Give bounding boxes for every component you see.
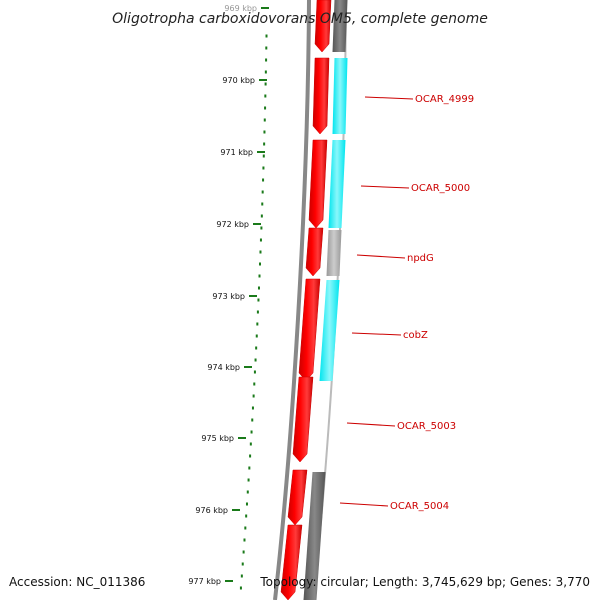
ruler-minor-tick (261, 202, 264, 206)
gene-arrow (298, 278, 321, 382)
ruler-minor-tick (256, 322, 259, 326)
partner-block (332, 58, 348, 134)
partner-block (326, 230, 342, 276)
partner-block (303, 472, 326, 600)
gene-label[interactable]: OCAR_4999 (415, 94, 474, 105)
partner-blocks (303, 0, 348, 600)
gene-arrow (280, 524, 303, 600)
gene-arrow (305, 227, 324, 277)
ruler-tick-label: 977 kbp (188, 577, 221, 586)
ruler-minor-tick (239, 586, 242, 590)
ruler-minor-tick (250, 430, 253, 434)
gene-arrow (292, 376, 314, 463)
gene-arrows (280, 0, 332, 600)
gene-label[interactable]: OCAR_5003 (397, 421, 456, 432)
ruler-minor-tick (263, 118, 266, 122)
ruler-tick-label: 970 kbp (222, 76, 255, 85)
ruler-tick-label: 972 kbp (216, 220, 249, 229)
gene-leader-line (360, 185, 410, 189)
ruler-minor-tick (245, 502, 248, 506)
ruler-minor-tick (251, 406, 254, 410)
gene-labels: OCAR_4999 OCAR_5000 npdG cobZ OCAR_5003 OCAR_… (339, 94, 474, 512)
ruler-minor-tick (251, 418, 254, 422)
ruler-minor-tick (264, 82, 267, 86)
ruler-minor-tick (257, 286, 260, 290)
ruler-minor-tick (262, 154, 265, 158)
ruler-minor-tick (248, 466, 251, 470)
ruler-minor-tick (264, 106, 267, 110)
ruler-minor-tick (262, 166, 265, 170)
partner-block (319, 280, 340, 381)
ruler-minor-tick (260, 226, 263, 230)
ruler-minor-tick (243, 538, 246, 542)
ruler-minor-tick (261, 190, 264, 194)
ruler-tick-label: 974 kbp (207, 363, 240, 372)
gene-label[interactable]: OCAR_5004 (390, 501, 449, 512)
ruler-minor-tick (265, 46, 268, 50)
gene-leader-line (364, 96, 414, 100)
ruler-minor-tick (245, 514, 248, 518)
gene-leader-line (351, 332, 402, 336)
partner-block (328, 140, 346, 228)
gene-leader-line (346, 422, 396, 427)
ruler-minor-tick (264, 70, 267, 74)
ruler-tick-label: 971 kbp (220, 148, 253, 157)
ruler-minor-tick (240, 574, 243, 578)
gene-arrow (287, 469, 308, 526)
ruler-minor-tick (256, 310, 259, 314)
gene-leader-line (339, 502, 389, 507)
ruler-minor-tick (249, 442, 252, 446)
ruler-tick-label: 975 kbp (201, 434, 234, 443)
ruler-minor-tick (252, 394, 255, 398)
ruler-minor-tick (258, 274, 261, 278)
ruler-minor-tick (253, 370, 256, 374)
genome-backbone-outer (273, 0, 311, 600)
gene-label[interactable]: OCAR_5000 (411, 183, 470, 194)
ruler-tick-label: 973 kbp (212, 292, 245, 301)
partner-block (332, 0, 348, 52)
gene-label[interactable]: npdG (407, 253, 434, 264)
ruler-minor-tick (259, 238, 262, 242)
ruler-minor-tick (249, 454, 252, 458)
genome-summary-text: Topology: circular; Length: 3,745,629 bp… (259, 575, 590, 589)
ruler: 969 kbp 970 kbp 971 kbp 972 kbp 973 kbp 974 k… (188, 4, 269, 586)
ruler-minor-tick (265, 34, 268, 38)
ruler-minor-tick (262, 178, 265, 182)
gene-leader-line (356, 254, 406, 259)
ruler-minor-tick (255, 346, 258, 350)
ruler-minor-tick (247, 478, 250, 482)
ruler-minor-tick (259, 250, 262, 254)
ruler-minor-tick (246, 490, 249, 494)
ruler-tick-label: 969 kbp (224, 4, 257, 13)
gene-arrow (308, 139, 328, 229)
ruler-minor-tick (244, 526, 247, 530)
ruler-minor-tick (241, 562, 244, 566)
gene-label[interactable]: cobZ (403, 330, 428, 341)
ruler-minor-tick (242, 550, 245, 554)
ruler-minor-tick (254, 358, 257, 362)
ruler-minor-tick (255, 334, 258, 338)
ruler-tick-label: 976 kbp (195, 506, 228, 515)
page-title: Oligotropha carboxidovorans OM5, complet… (112, 11, 488, 27)
ruler-minor-tick (263, 130, 266, 134)
ruler-minor-tick (263, 142, 266, 146)
ruler-minor-tick (253, 382, 256, 386)
ruler-minor-tick (264, 94, 267, 98)
ruler-minor-tick (257, 298, 260, 302)
gene-arrow (312, 57, 330, 135)
ruler-dots (239, 34, 268, 590)
accession-text: Accession: NC_011386 (9, 575, 145, 589)
ruler-minor-tick (265, 58, 268, 62)
gene-arrow (314, 0, 332, 53)
ruler-minor-tick (260, 214, 263, 218)
ruler-minor-tick (258, 262, 261, 266)
